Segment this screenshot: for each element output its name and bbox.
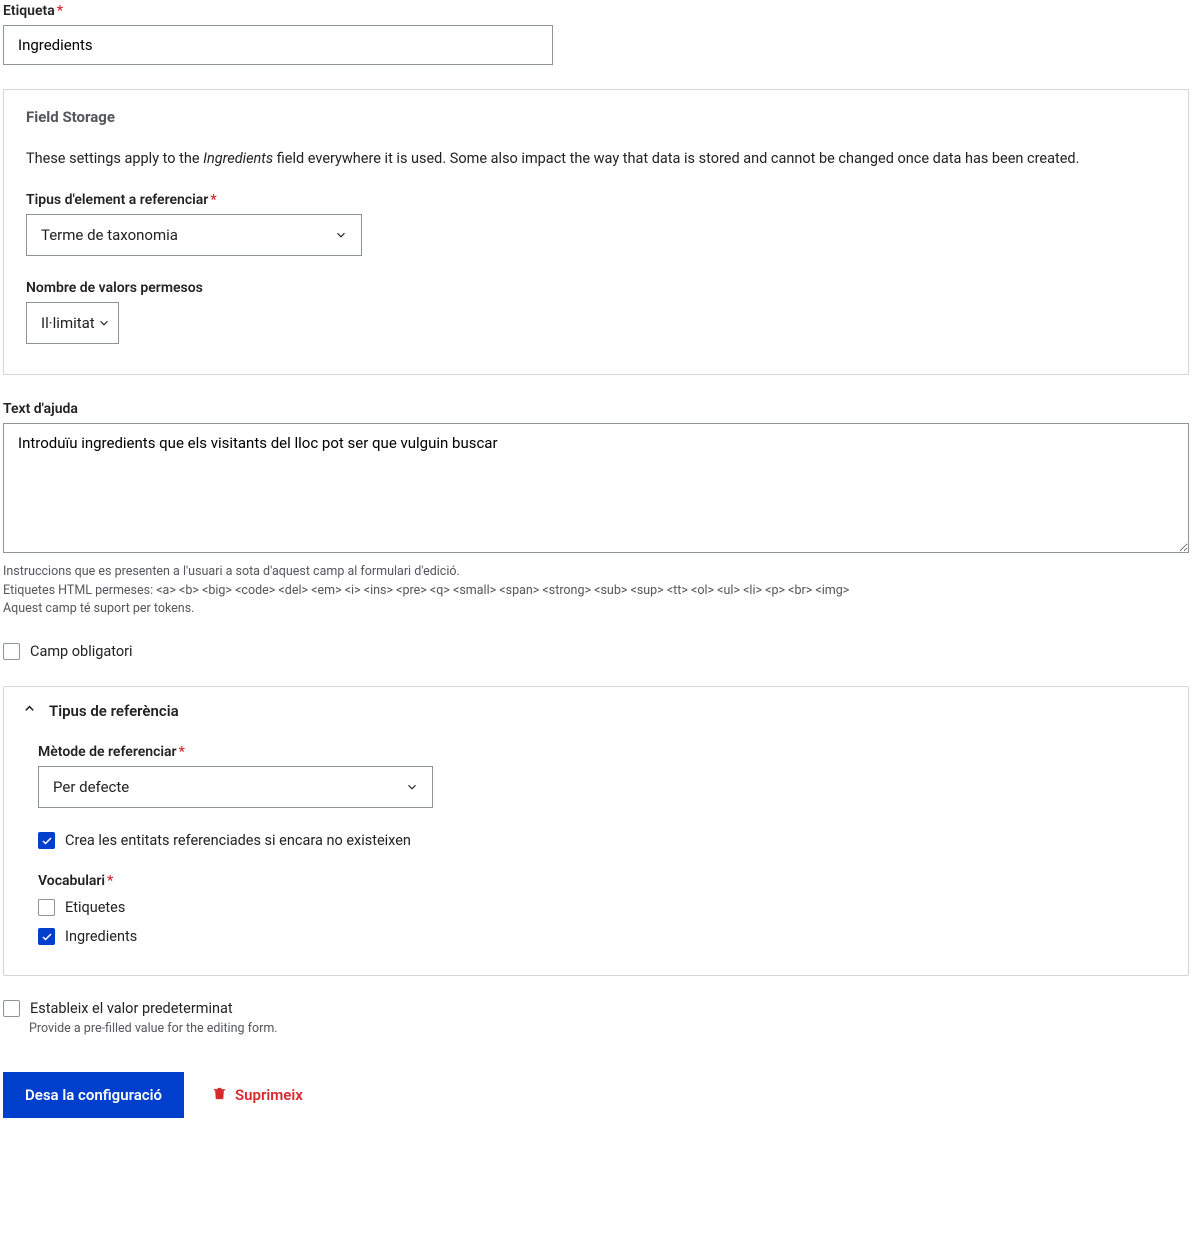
form-actions: Desa la configuració Suprimeix <box>3 1072 1189 1118</box>
vocabulari-item-label: Etiquetes <box>65 899 125 916</box>
required-field-row: Camp obligatori <box>3 643 1189 660</box>
etiqueta-label: Etiqueta* <box>3 3 1189 19</box>
metode-select[interactable]: Per defecte <box>38 766 433 808</box>
metode-label: Mètode de referenciar* <box>38 744 1154 760</box>
field-storage-fieldset: Field Storage These settings apply to th… <box>3 89 1189 375</box>
required-marker: * <box>57 3 63 19</box>
etiqueta-label-text: Etiqueta <box>3 3 55 19</box>
nombre-select[interactable]: Il·limitat <box>26 302 119 344</box>
delete-button[interactable]: Suprimeix <box>206 1085 309 1106</box>
reference-type-header[interactable]: Tipus de referència <box>4 687 1188 734</box>
vocabulari-item-label: Ingredients <box>65 928 137 945</box>
reference-type-details: Tipus de referència Mètode de referencia… <box>3 686 1189 976</box>
tipus-select-wrap: Terme de taxonomia <box>26 214 362 256</box>
field-storage-desc: These settings apply to the Ingredients … <box>26 148 1166 170</box>
vocabulari-label: Vocabulari* <box>38 873 1154 889</box>
create-entities-row: Crea les entitats referenciades si encar… <box>38 832 1154 849</box>
default-value-help: Provide a pre-filled value for the editi… <box>29 1021 1189 1036</box>
required-marker: * <box>210 192 216 208</box>
required-marker: * <box>107 873 113 889</box>
create-entities-checkbox[interactable] <box>38 832 55 849</box>
default-value-label: Estableix el valor predeterminat <box>30 1000 233 1017</box>
help-desc-line2: Etiquetes HTML permeses: <a> <b> <big> <… <box>3 582 1189 601</box>
help-desc-line1: Instruccions que es presenten a l'usuari… <box>3 563 1189 582</box>
nombre-label: Nombre de valors permesos <box>26 280 1166 296</box>
trash-icon <box>212 1086 227 1105</box>
default-value-section: Estableix el valor predeterminat Provide… <box>3 1000 1189 1036</box>
default-value-checkbox[interactable] <box>3 1000 20 1017</box>
etiqueta-field: Etiqueta* <box>3 3 1189 65</box>
vocabulari-label-text: Vocabulari <box>38 873 105 889</box>
help-text-textarea[interactable]: Introduïu ingredients que els visitants … <box>3 423 1189 553</box>
vocabulari-field: Vocabulari* Etiquetes Ingredients <box>38 873 1154 945</box>
metode-field: Mètode de referenciar* Per defecte <box>38 744 1154 808</box>
vocabulari-ingredients-checkbox[interactable] <box>38 928 55 945</box>
chevron-up-icon <box>22 701 37 720</box>
vocabulari-item: Etiquetes <box>38 899 1154 916</box>
help-text-desc: Instruccions que es presenten a l'usuari… <box>3 563 1189 619</box>
vocabulari-etiquetes-checkbox[interactable] <box>38 899 55 916</box>
field-storage-title: Field Storage <box>26 108 1166 126</box>
tipus-field: Tipus d'element a referenciar* Terme de … <box>26 192 1166 256</box>
etiqueta-input[interactable] <box>3 25 553 65</box>
metode-label-text: Mètode de referenciar <box>38 744 177 760</box>
tipus-select[interactable]: Terme de taxonomia <box>26 214 362 256</box>
help-desc-line3: Aquest camp té suport per tokens. <box>3 600 1189 619</box>
desc-prefix: These settings apply to the <box>26 150 203 167</box>
vocabulari-list: Etiquetes Ingredients <box>38 897 1154 945</box>
vocabulari-item: Ingredients <box>38 928 1154 945</box>
metode-select-wrap: Per defecte <box>38 766 433 808</box>
nombre-field: Nombre de valors permesos Il·limitat <box>26 280 1166 344</box>
help-text-label: Text d'ajuda <box>3 401 1189 417</box>
required-checkbox-label: Camp obligatori <box>30 643 133 660</box>
delete-button-label: Suprimeix <box>235 1086 303 1104</box>
default-value-row: Estableix el valor predeterminat <box>3 1000 1189 1017</box>
tipus-label-text: Tipus d'element a referenciar <box>26 192 208 208</box>
reference-type-body: Mètode de referenciar* Per defecte Crea … <box>4 734 1188 975</box>
create-entities-label: Crea les entitats referenciades si encar… <box>65 832 411 849</box>
required-marker: * <box>179 744 185 760</box>
reference-type-title: Tipus de referència <box>49 702 179 720</box>
desc-suffix: field everywhere it is used. Some also i… <box>273 150 1079 167</box>
help-text-section: Text d'ajuda Introduïu ingredients que e… <box>3 401 1189 619</box>
required-checkbox[interactable] <box>3 643 20 660</box>
tipus-label: Tipus d'element a referenciar* <box>26 192 1166 208</box>
nombre-select-wrap: Il·limitat <box>26 302 119 344</box>
save-button[interactable]: Desa la configuració <box>3 1072 184 1118</box>
desc-em: Ingredients <box>203 150 273 167</box>
